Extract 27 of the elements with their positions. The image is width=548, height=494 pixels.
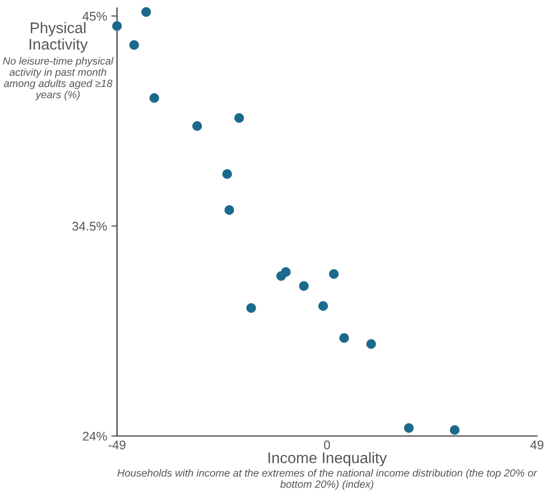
y-tick-label: 45%: [82, 12, 107, 21]
point: [149, 93, 160, 103]
x-tick-label: -49: [108, 440, 126, 450]
text: No leisure-time physical activity in past month among adults aged ≥18 years (%): [3, 57, 114, 100]
point: [224, 205, 234, 215]
point: [404, 423, 414, 433]
point: [222, 169, 232, 179]
point: [129, 40, 140, 50]
y-tick-label: 24%: [82, 432, 107, 441]
point: [298, 281, 309, 291]
y-axis-title: Physical Inactivity: [30, 22, 88, 53]
point: [141, 7, 152, 17]
point: [366, 339, 376, 349]
point: [246, 303, 256, 313]
point: [192, 121, 202, 131]
y-tick-label: 34.5%: [72, 222, 107, 231]
x-tick-label: 49: [530, 440, 544, 450]
point: [339, 333, 350, 343]
point: [234, 113, 244, 123]
point: [280, 267, 291, 277]
x-axis-title: Income Inequality: [268, 452, 387, 466]
text: Households with income at the extremes of the national income distribution (the top 20% or bottom 20%) (index): [117, 469, 538, 490]
point: [328, 269, 339, 279]
point: [112, 21, 122, 31]
point: [450, 425, 460, 435]
x-tick-label: 0: [324, 440, 330, 450]
point: [318, 301, 328, 311]
